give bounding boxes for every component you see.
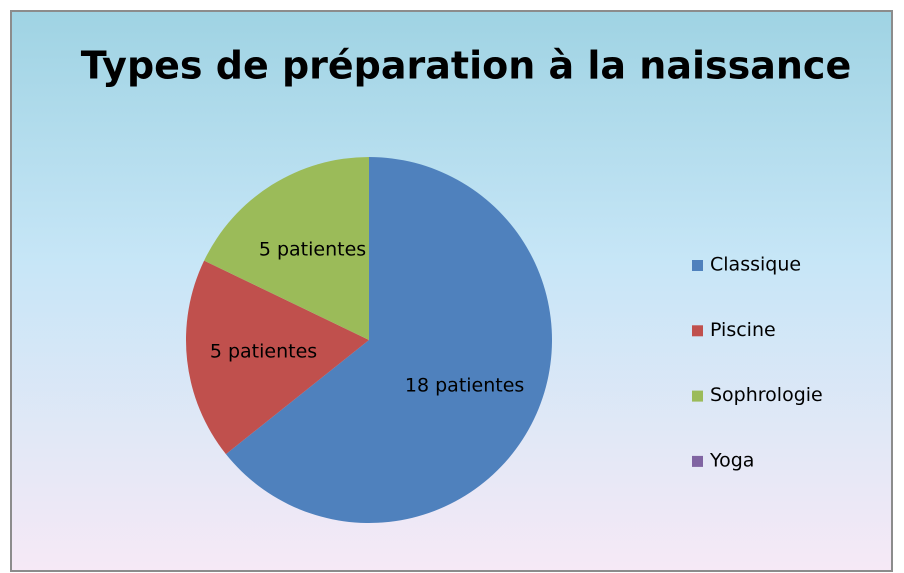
legend-label: Yoga	[709, 449, 754, 471]
legend-label: Classique	[710, 254, 801, 276]
data-label: 18 patientes	[405, 375, 524, 397]
legend-swatch	[692, 390, 703, 402]
chart-title: Types de préparation à la naissance	[81, 44, 851, 88]
data-label: 5 patientes	[210, 340, 317, 362]
legend-swatch	[692, 325, 703, 337]
legend-swatch	[692, 455, 703, 467]
legend-swatch	[692, 260, 703, 271]
data-label: 5 patientes	[259, 239, 366, 261]
pie-slice	[225, 157, 552, 524]
pie-slice	[186, 260, 369, 455]
legend-label: Sophrologie	[710, 384, 823, 406]
pie-slice	[204, 157, 369, 340]
legend-label: Piscine	[710, 319, 776, 341]
